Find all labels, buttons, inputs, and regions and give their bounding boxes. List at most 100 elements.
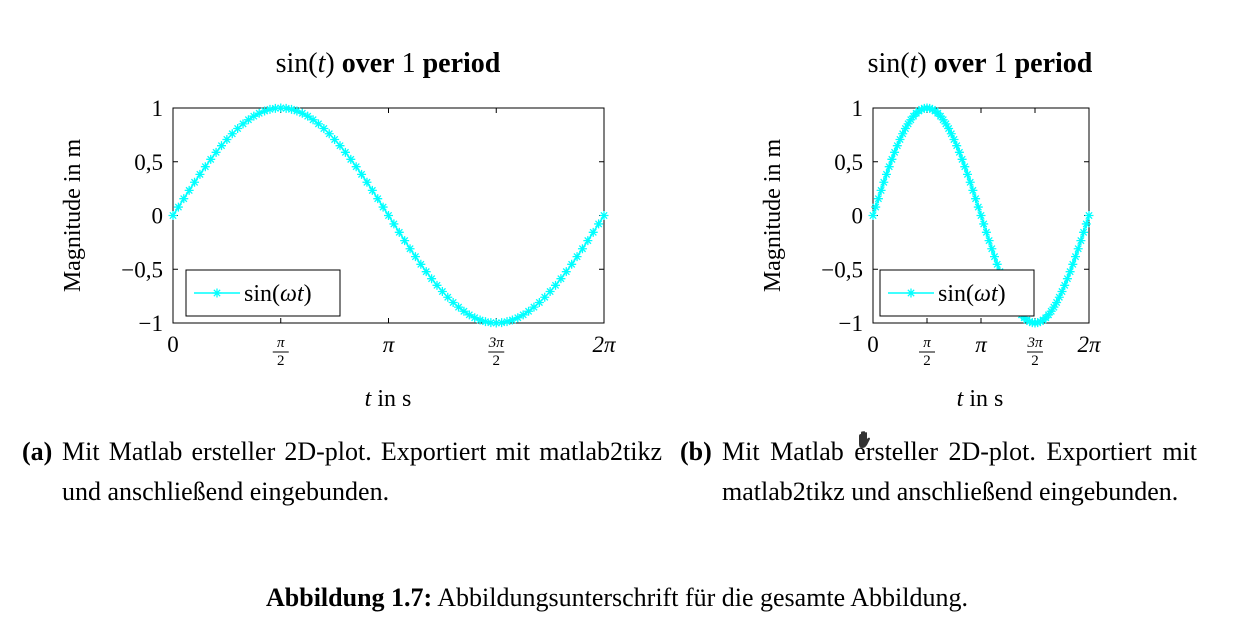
series-marker — [276, 103, 286, 113]
series-marker — [1081, 219, 1091, 229]
series-marker — [577, 244, 587, 254]
chart-title-part: sin( — [868, 48, 910, 79]
series-marker — [556, 274, 566, 284]
series-marker — [917, 104, 927, 114]
chart-title: sin(t) over 1 period — [868, 48, 1093, 79]
x-tick-label-num: π — [277, 335, 285, 351]
legend-label-close: ) — [998, 281, 1006, 307]
series-marker — [173, 202, 183, 212]
series-marker — [254, 108, 264, 118]
series-marker — [373, 194, 383, 204]
series-marker — [200, 162, 210, 172]
x-tick-label-den: 2 — [923, 353, 931, 369]
series-marker — [954, 147, 964, 157]
series-marker — [389, 219, 399, 229]
legend-marker — [906, 288, 916, 298]
series-marker — [1068, 259, 1078, 269]
series-marker — [1073, 244, 1083, 254]
series-marker — [1046, 306, 1056, 316]
series-marker — [588, 227, 598, 237]
series-marker — [882, 169, 891, 179]
series-marker — [946, 129, 956, 139]
series-marker — [963, 169, 972, 179]
series-marker — [1084, 210, 1094, 220]
series-marker — [513, 313, 523, 323]
series-marker — [427, 274, 437, 284]
x-tick-label: π — [975, 332, 988, 357]
series-marker — [292, 106, 302, 116]
series-marker — [524, 306, 534, 316]
series-marker — [540, 292, 550, 302]
series-marker — [1079, 227, 1089, 237]
series-marker — [486, 318, 496, 328]
series-marker — [890, 147, 900, 157]
series-marker — [971, 194, 981, 204]
series-marker — [979, 219, 989, 229]
chart-title-part: over — [934, 48, 987, 79]
subcaption-b: (b) Mit Matlab ersteller 2D-plot. Export… — [680, 432, 1200, 552]
subcaption-a-label: (a) — [22, 437, 53, 466]
series-marker — [1054, 292, 1064, 302]
chart-title-part: over — [342, 48, 395, 79]
series-marker — [270, 103, 280, 113]
y-tick-label: 1 — [152, 96, 164, 121]
y-tick-label: 0 — [852, 204, 864, 229]
x-tick-label-num: 3π — [488, 335, 505, 351]
series-marker — [378, 202, 388, 212]
series-marker — [491, 318, 501, 328]
series-marker — [973, 202, 983, 212]
y-tick-label: 0,5 — [134, 150, 163, 175]
series-marker — [308, 115, 318, 125]
x-axis-label-var: t — [957, 386, 965, 412]
series-marker — [1057, 287, 1067, 297]
series-marker — [475, 315, 485, 325]
series-marker — [340, 147, 350, 157]
y-tick-label: −1 — [139, 311, 163, 336]
y-axis-label: Magnitude in m — [760, 139, 786, 293]
y-tick-label: 0 — [152, 204, 164, 229]
series-marker — [179, 194, 189, 204]
x-tick-label: π — [383, 332, 396, 357]
series-marker — [470, 313, 480, 323]
series-markers — [868, 103, 1094, 328]
series-marker — [502, 317, 512, 327]
series-marker — [900, 124, 910, 134]
series-marker — [599, 210, 609, 220]
series-marker — [871, 202, 881, 212]
series-marker — [367, 185, 377, 195]
legend-marker — [212, 288, 222, 298]
series-marker — [1065, 267, 1075, 277]
series-marker — [249, 111, 259, 121]
series-marker — [265, 104, 275, 114]
series-marker — [319, 124, 329, 134]
series-marker — [405, 244, 415, 254]
subcaption-a: (a) Mit Matlab ersteller 2D-plot. Export… — [22, 432, 666, 522]
chart-title-part: 1 — [987, 48, 1015, 79]
series-marker — [561, 267, 571, 277]
y-tick-label: −1 — [839, 311, 863, 336]
legend: sin(ωt) — [185, 269, 341, 317]
series-marker — [941, 119, 951, 129]
chart-title-part: sin( — [276, 48, 318, 79]
series-marker — [879, 177, 889, 187]
series-marker — [944, 124, 954, 134]
series-marker — [335, 141, 345, 151]
series-marker — [868, 211, 878, 220]
x-axis-label-rest: in s — [371, 386, 411, 412]
legend-label-var: ωt — [280, 281, 305, 307]
subcaption-b-label: (b) — [680, 437, 712, 466]
legend-label-var: ωt — [974, 281, 999, 307]
series-marker — [965, 177, 975, 187]
series-marker — [1022, 315, 1032, 325]
series-marker — [545, 287, 555, 297]
legend-label-fn: sin( — [244, 281, 280, 307]
series-marker — [227, 129, 237, 139]
series-marker — [346, 154, 356, 164]
series-marker — [968, 185, 978, 195]
series-marker — [303, 111, 313, 121]
series-marker — [206, 154, 216, 164]
series-marker — [1052, 297, 1062, 307]
